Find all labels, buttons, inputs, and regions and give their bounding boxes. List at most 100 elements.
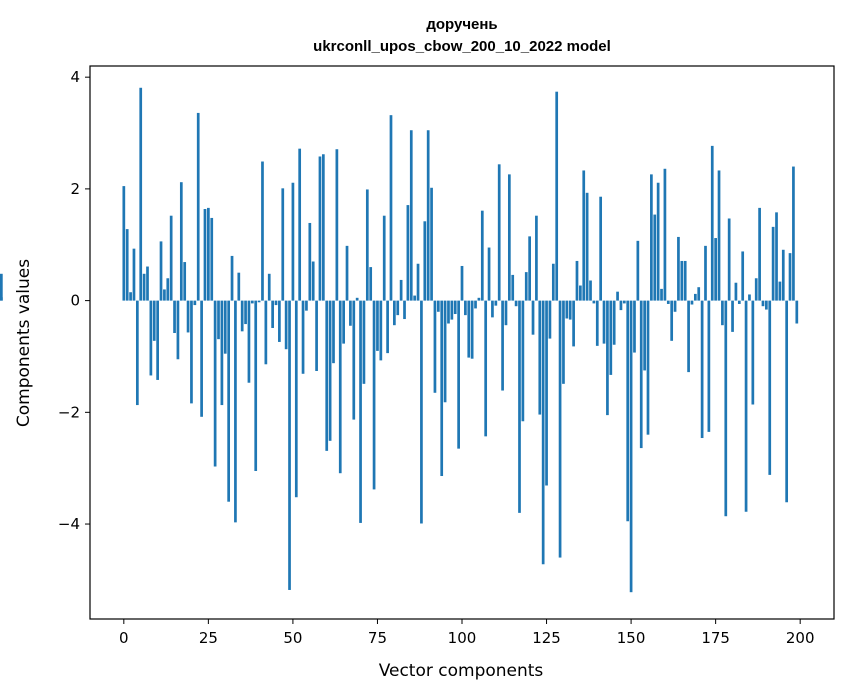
x-tick-label: 75 bbox=[368, 629, 387, 647]
bar bbox=[609, 300, 613, 375]
bar bbox=[704, 245, 707, 301]
bar bbox=[680, 260, 684, 301]
bar bbox=[575, 260, 579, 301]
bar bbox=[721, 300, 724, 326]
bar bbox=[717, 170, 721, 301]
bar bbox=[778, 281, 782, 301]
bar bbox=[731, 300, 734, 332]
bar bbox=[724, 300, 728, 517]
bar bbox=[311, 261, 315, 301]
bar bbox=[234, 300, 237, 523]
bar bbox=[795, 300, 799, 324]
bar bbox=[700, 300, 704, 439]
bar bbox=[470, 300, 474, 359]
bar bbox=[169, 215, 173, 301]
bar bbox=[393, 300, 396, 326]
bar bbox=[585, 192, 589, 301]
bar bbox=[788, 253, 792, 301]
bar bbox=[572, 300, 575, 347]
bar bbox=[261, 161, 264, 301]
bar bbox=[203, 209, 207, 301]
bar bbox=[176, 300, 180, 360]
bar bbox=[328, 300, 332, 441]
bar bbox=[477, 297, 481, 301]
bar bbox=[450, 300, 454, 320]
bar bbox=[349, 300, 352, 326]
bar bbox=[491, 300, 494, 318]
bar bbox=[497, 164, 501, 301]
bar bbox=[396, 300, 400, 316]
x-tick-label: 0 bbox=[119, 629, 129, 647]
bar bbox=[460, 265, 464, 301]
bar bbox=[132, 248, 136, 301]
bar bbox=[443, 300, 447, 403]
bar bbox=[538, 300, 542, 415]
bar bbox=[568, 300, 572, 320]
bar bbox=[281, 188, 285, 301]
bar bbox=[278, 300, 281, 342]
y-axis: −4 −2 0 2 4 bbox=[58, 68, 90, 533]
bar bbox=[754, 278, 758, 301]
bar bbox=[670, 300, 674, 341]
bar bbox=[514, 300, 518, 307]
bar bbox=[210, 217, 214, 301]
y-axis-label: Components values bbox=[14, 259, 34, 427]
bar bbox=[771, 226, 775, 301]
bar bbox=[284, 300, 288, 350]
bar bbox=[656, 182, 660, 301]
bar bbox=[298, 148, 302, 301]
bar bbox=[254, 300, 258, 471]
y-tick-label: 2 bbox=[70, 180, 80, 198]
bar bbox=[244, 300, 247, 325]
bar bbox=[247, 300, 251, 383]
bar bbox=[629, 300, 633, 593]
x-axis-label: Vector components bbox=[379, 661, 544, 681]
x-tick-label: 100 bbox=[448, 629, 477, 647]
bar bbox=[420, 300, 423, 524]
bar bbox=[464, 300, 467, 316]
bar bbox=[0, 273, 3, 301]
x-tick-label: 25 bbox=[199, 629, 218, 647]
bar bbox=[345, 245, 349, 301]
bar bbox=[240, 300, 244, 332]
bar bbox=[710, 145, 714, 301]
bar bbox=[190, 300, 193, 404]
bar bbox=[697, 287, 701, 301]
bar bbox=[173, 300, 176, 334]
bar bbox=[687, 300, 690, 373]
bar bbox=[335, 149, 339, 301]
bar bbox=[639, 300, 643, 449]
bar bbox=[595, 300, 599, 346]
bar bbox=[369, 267, 373, 301]
bar bbox=[683, 260, 687, 301]
bar bbox=[440, 300, 444, 477]
bar bbox=[622, 300, 626, 304]
bar bbox=[504, 300, 508, 326]
bar bbox=[355, 297, 359, 301]
bar bbox=[159, 241, 163, 301]
bar bbox=[193, 300, 197, 306]
bar bbox=[217, 300, 220, 340]
bar bbox=[294, 300, 298, 498]
bar bbox=[200, 300, 203, 417]
bar bbox=[545, 300, 548, 486]
bar bbox=[558, 300, 562, 558]
bar bbox=[707, 300, 711, 432]
chart-title-line2: ukrconll_upos_cbow_200_10_2022 model bbox=[313, 38, 611, 55]
bar bbox=[213, 300, 217, 467]
bar bbox=[734, 282, 738, 301]
bar bbox=[332, 300, 335, 364]
bar bbox=[528, 236, 531, 301]
bar bbox=[521, 300, 525, 422]
bar bbox=[650, 174, 653, 301]
bar bbox=[785, 300, 789, 503]
bar bbox=[660, 288, 663, 301]
bar bbox=[775, 212, 778, 301]
bar bbox=[264, 300, 268, 365]
bar bbox=[156, 300, 159, 380]
bar bbox=[531, 300, 535, 335]
bar bbox=[376, 300, 379, 351]
bar bbox=[359, 300, 362, 523]
bar bbox=[548, 300, 552, 339]
bar bbox=[389, 115, 393, 301]
